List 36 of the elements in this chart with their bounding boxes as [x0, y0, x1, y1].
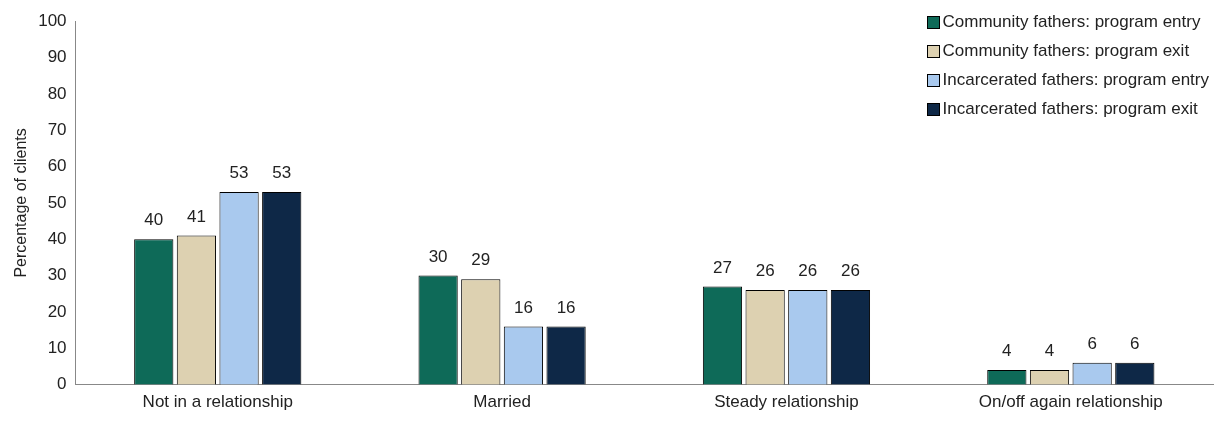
data-label: 6	[1130, 333, 1140, 353]
x-tick-label: On/off again relationship	[978, 392, 1163, 412]
y-tick-label: 90	[47, 47, 67, 67]
y-tick-label: 80	[47, 83, 67, 103]
legend-label: Incarcerated fathers: program exit	[942, 99, 1198, 119]
y-tick-label: 60	[47, 156, 67, 176]
data-label: 16	[556, 297, 576, 317]
data-label: 27	[713, 257, 732, 277]
data-label: 26	[755, 261, 775, 281]
y-tick-label: 10	[47, 337, 67, 357]
y-tick-label: 30	[47, 265, 67, 285]
data-label: 40	[144, 210, 164, 230]
legend-label: Community fathers: program entry	[942, 12, 1201, 32]
y-tick-label: 100	[38, 10, 67, 30]
x-tick-label: Steady relationship	[714, 392, 859, 412]
y-tick-label: 50	[47, 192, 67, 212]
legend-label: Community fathers: program exit	[942, 41, 1190, 61]
data-label: 30	[428, 246, 448, 266]
data-label: 6	[1087, 333, 1097, 353]
y-tick-label: 20	[47, 301, 67, 321]
y-tick-label: 0	[57, 374, 67, 394]
x-tick-label: Not in a relationship	[142, 392, 293, 412]
data-label: 53	[229, 163, 249, 183]
data-label: 29	[471, 250, 491, 270]
data-label: 4	[1044, 341, 1055, 361]
y-tick-label: 70	[47, 119, 67, 139]
legend-label: Incarcerated fathers: program entry	[942, 70, 1209, 90]
y-tick-label: 40	[47, 228, 67, 248]
data-label: 26	[840, 261, 860, 281]
y-axis-title: Percentage of clients	[12, 128, 30, 278]
data-label: 53	[272, 163, 292, 183]
data-label: 26	[798, 261, 818, 281]
data-label: 16	[513, 297, 533, 317]
data-label: 4	[1002, 341, 1012, 361]
data-label: 41	[186, 206, 206, 226]
x-tick-label: Married	[473, 392, 531, 412]
